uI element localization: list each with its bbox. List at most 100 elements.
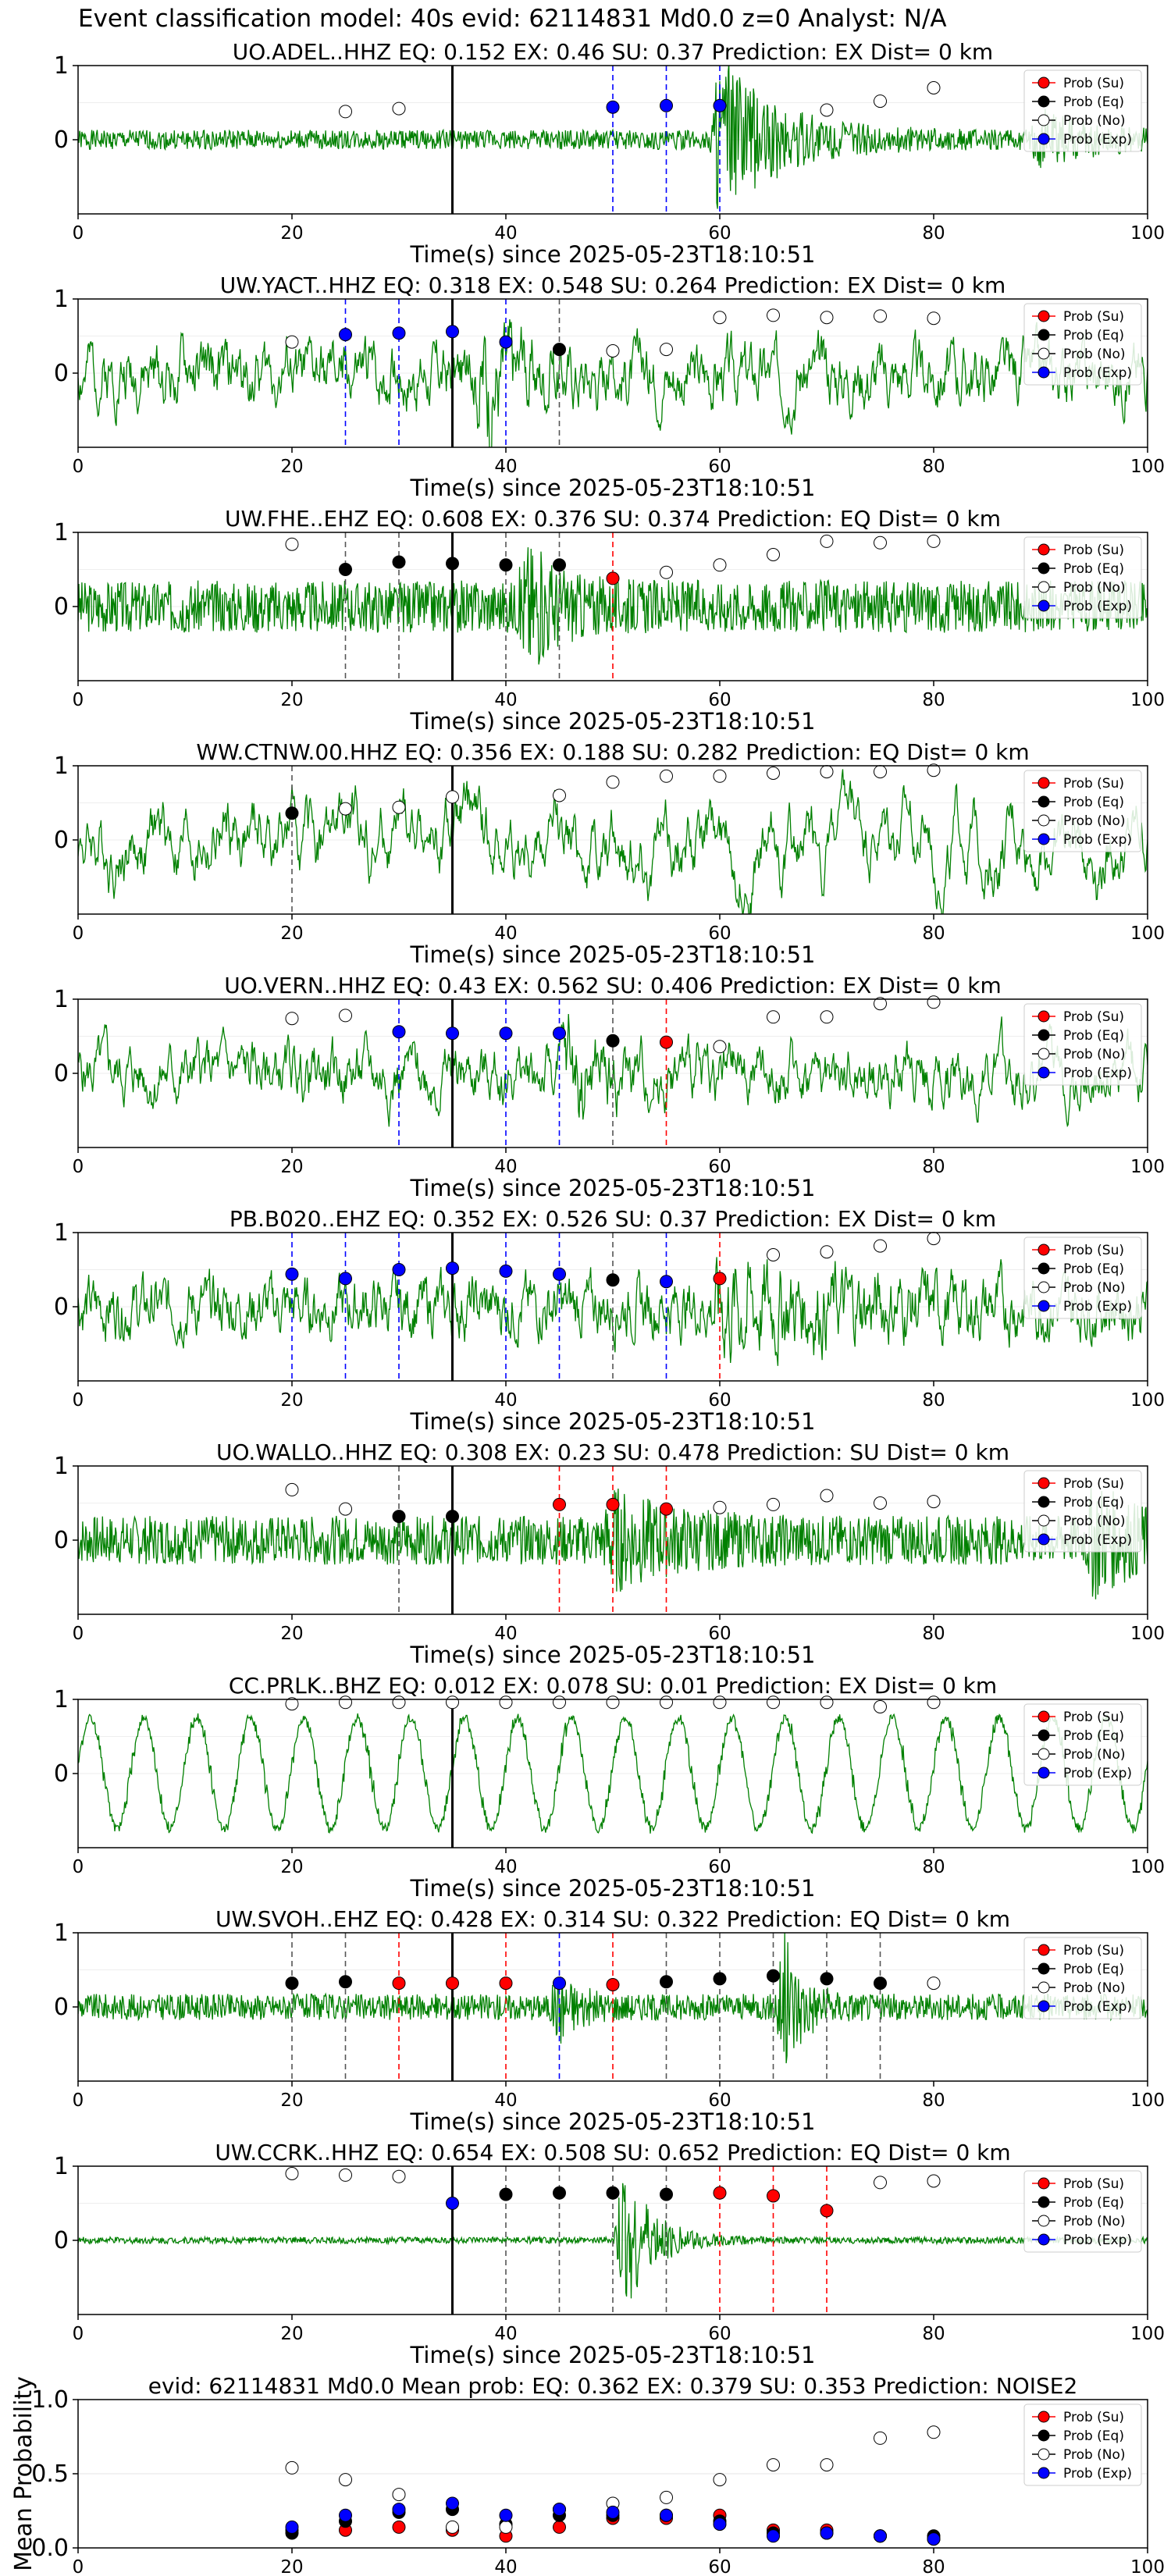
prob-point-exp [392,1025,406,1039]
y-tick-label: 0 [54,1760,69,1788]
prob-point-eq [392,555,406,569]
legend: Prob (Su) Prob (Eq) Prob (No) Prob (Exp) [1023,2170,1142,2253]
legend-marker-eq [1038,562,1050,575]
panel-6: UO.WALLO..HHZ EQ: 0.308 EX: 0.23 SU: 0.4… [54,1439,1165,1668]
legend-label-exp: Prob (Exp) [1063,1999,1132,2015]
prob-point-no [499,2520,513,2534]
prob-point-no [820,311,834,325]
prob-point-eq [285,1976,299,1991]
prob-point-no [820,2458,834,2472]
y-tick-label: 1 [54,1920,69,1947]
prob-point-no [767,1497,780,1511]
y-tick-label: 0.0 [31,2535,69,2562]
legend-marker-exp [1038,600,1050,612]
prob-point-no [339,802,352,816]
x-tick-label: 60 [708,2090,731,2111]
y-tick-label: 1 [54,2153,69,2180]
panel-5: PB.B020..EHZ EQ: 0.352 EX: 0.526 SU: 0.3… [54,1206,1165,1435]
x-tick-label: 100 [1130,223,1165,244]
prob-point-exp [713,98,727,112]
panel-title: UO.WALLO..HHZ EQ: 0.308 EX: 0.23 SU: 0.4… [216,1439,1009,1465]
panel-title: UW.CCRK..HHZ EQ: 0.654 EX: 0.508 SU: 0.6… [215,2140,1010,2165]
x-tick-label: 40 [494,223,517,244]
legend-label-eq: Prob (Eq) [1063,2195,1124,2211]
prob-point-exp [660,1275,673,1289]
prob-point-eq [392,1510,406,1524]
prob-point-no [499,1695,513,1710]
prob-point-eq [820,1972,834,1986]
y-tick-label: 0 [54,593,69,621]
legend-label-no: Prob (No) [1063,2214,1126,2229]
prob-point-no [713,558,727,572]
prob-point-exp [499,1026,513,1041]
prob-point-eq [767,1969,780,1983]
x-tick-label: 0 [73,923,84,944]
prob-point-no [927,534,941,548]
x-tick-label: 40 [494,923,517,944]
x-tick-label: 40 [494,2090,517,2111]
legend: Prob (Su) Prob (Eq) Prob (No) Prob (Exp) [1023,1236,1142,1319]
prob-point-no [820,765,834,779]
x-tick-label: 0 [73,1857,84,1877]
waveform-trace [78,1933,1148,2064]
x-tick-label: 100 [1130,1624,1165,1644]
waveform-trace [78,319,1148,447]
y-tick-label: 0.5 [31,2460,69,2488]
y-tick-label: 1 [54,1219,69,1247]
prob-point-eq [339,563,352,576]
legend-label-exp: Prob (Exp) [1063,599,1132,614]
prob-point-no [820,534,834,548]
panel-title: CC.PRLK..BHZ EQ: 0.012 EX: 0.078 SU: 0.0… [229,1673,997,1699]
prob-point-exp [553,2503,566,2517]
x-tick-label: 20 [280,1157,303,1177]
x-tick-label: 20 [280,223,303,244]
legend-box [1023,770,1142,852]
legend: Prob (Su) Prob (Eq) Prob (No) Prob (Exp) [1023,770,1142,852]
prob-point-exp [499,1264,513,1278]
legend-marker-exp [1038,2233,1050,2246]
prob-point-exp [499,2508,513,2522]
x-tick-label: 20 [280,1390,303,1411]
legend-label-exp: Prob (Exp) [1063,1066,1132,1081]
legend-marker-no [1038,581,1050,593]
legend-label-su: Prob (Su) [1063,543,1124,558]
prob-point-su [606,1497,620,1511]
x-tick-label: 40 [494,2324,517,2344]
prob-point-no [820,1245,834,1259]
prob-point-eq [606,1273,620,1287]
legend-marker-no [1038,1748,1050,1760]
legend: Prob (Su) Prob (Eq) Prob (No) Prob (Exp) [1023,2403,1142,2486]
prob-point-no [392,2488,406,2502]
prob-point-no [285,1697,299,1711]
prob-point-no [285,1012,299,1026]
prob-point-su [553,2520,566,2534]
legend-label-no: Prob (No) [1063,1047,1126,1062]
y-tick-label: 0 [54,126,69,154]
legend-label-exp: Prob (Exp) [1063,132,1132,148]
prob-point-exp [446,1026,459,1041]
legend-marker-exp [1038,2467,1050,2479]
prob-point-exp [446,2496,459,2510]
x-tick-label: 100 [1130,457,1165,477]
x-tick-label: 0 [73,1390,84,1411]
prob-point-no [767,2458,780,2472]
legend-label-eq: Prob (Eq) [1063,94,1124,110]
prob-point-exp [553,1267,566,1281]
legend-box [1023,69,1142,152]
prob-point-no [927,1232,941,1246]
prob-point-su [499,1976,513,1991]
legend-label-eq: Prob (Eq) [1063,1728,1124,1744]
prob-point-no [927,1976,941,1991]
legend-label-eq: Prob (Eq) [1063,2428,1124,2444]
legend-marker-exp [1038,366,1050,379]
panel-title: evid: 62114831 Md0.0 Mean prob: EQ: 0.36… [148,2373,1078,2399]
legend-marker-no [1038,2215,1050,2227]
prob-point-eq [713,1972,727,1986]
legend-box [1023,1937,1142,2019]
prob-point-exp [660,98,673,112]
prob-point-no [285,2460,299,2475]
x-tick-label: 20 [280,1624,303,1644]
prob-point-exp [767,2529,780,2543]
legend-marker-su [1038,777,1050,789]
panel-4: UO.VERN..HHZ EQ: 0.43 EX: 0.562 SU: 0.40… [54,973,1165,1201]
